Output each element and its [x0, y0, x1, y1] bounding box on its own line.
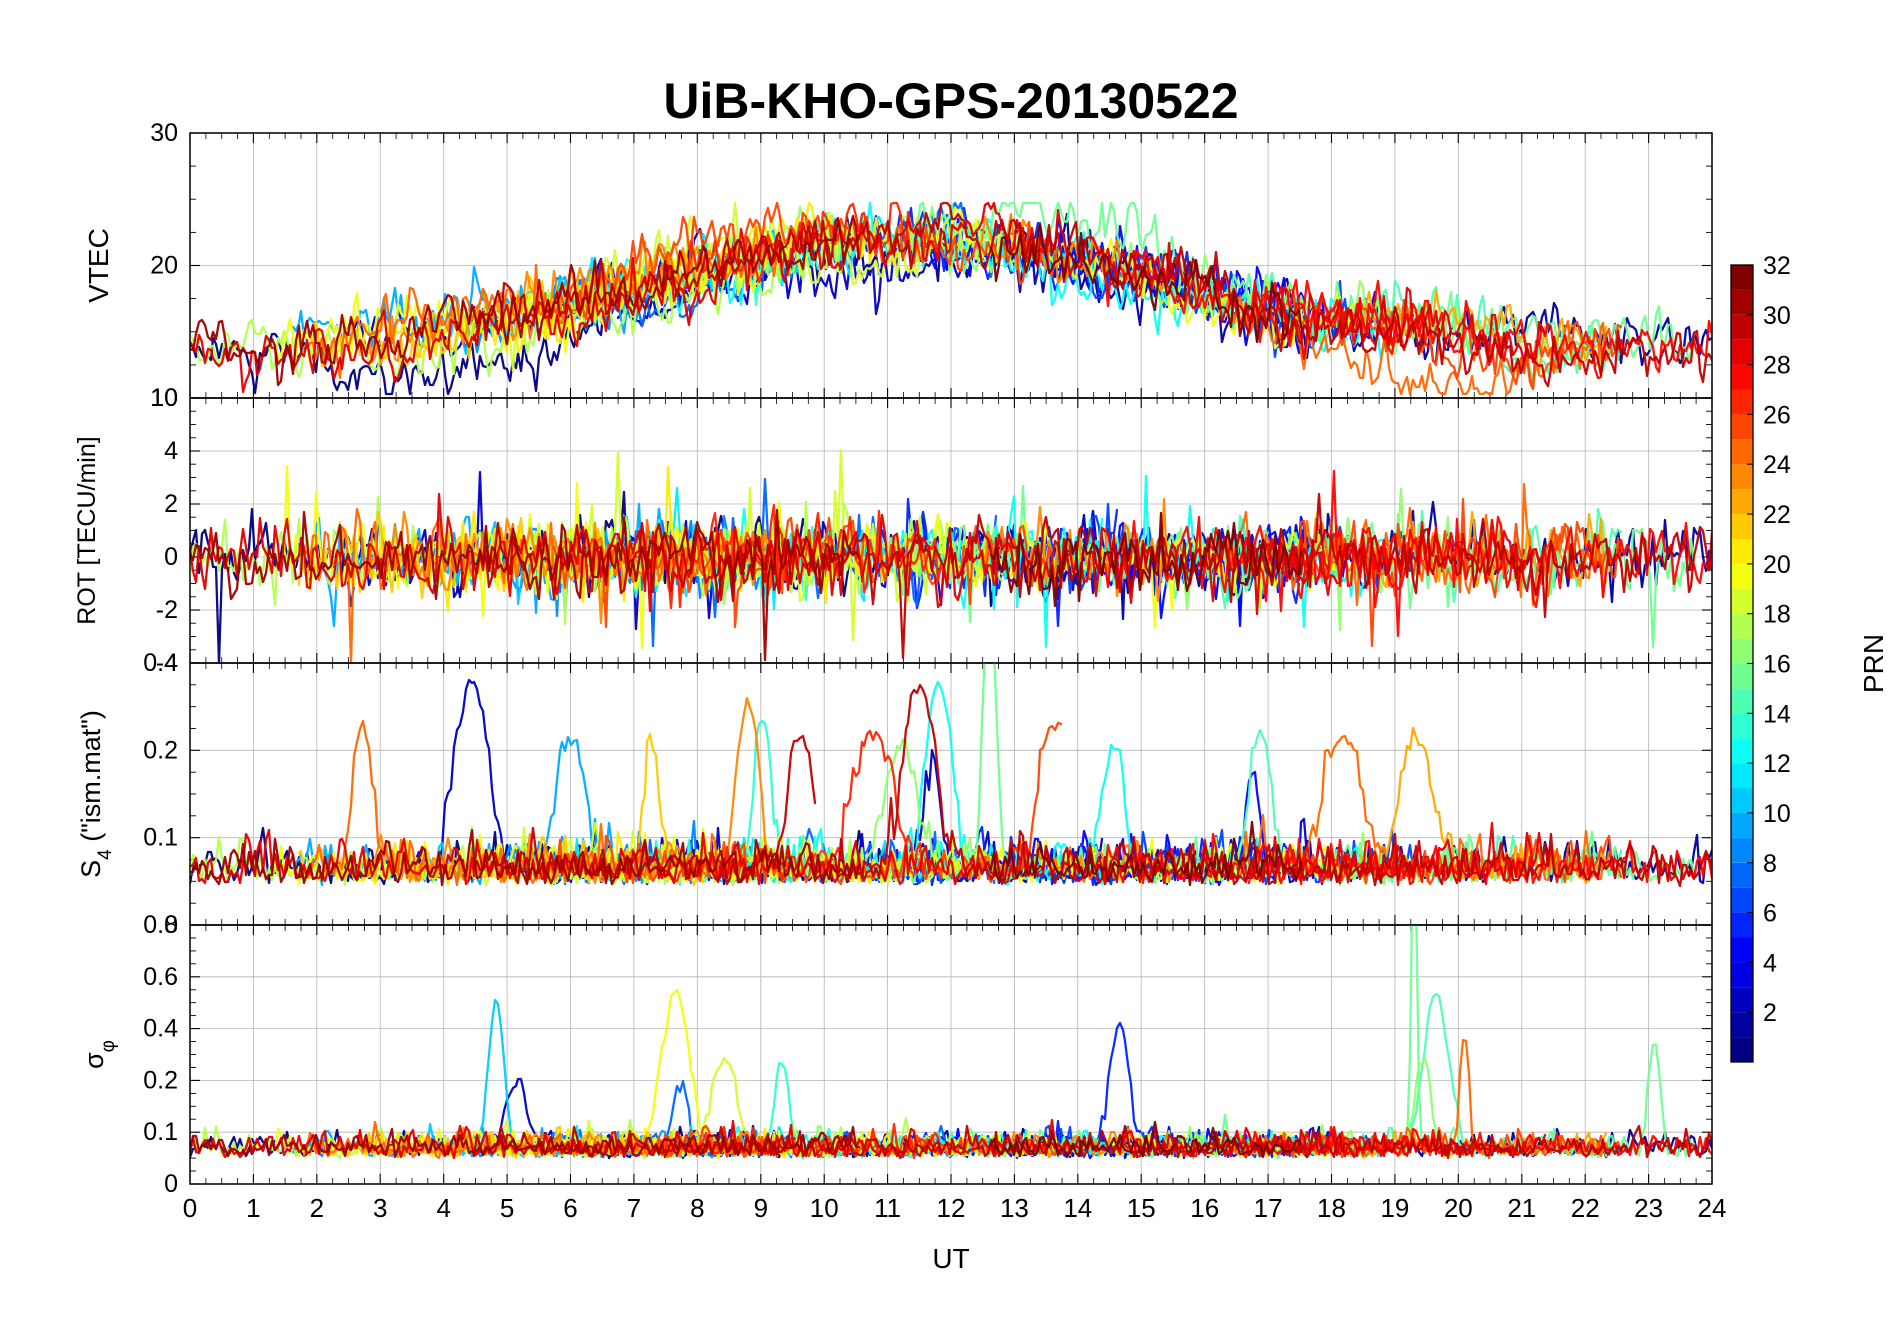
- svg-text:10: 10: [150, 384, 178, 412]
- svg-text:0.2: 0.2: [143, 1066, 178, 1094]
- svg-text:14: 14: [1763, 700, 1791, 728]
- svg-text:30: 30: [150, 119, 178, 147]
- svg-text:8: 8: [1763, 850, 1777, 878]
- svg-text:30: 30: [1763, 302, 1791, 330]
- svg-text:14: 14: [1063, 1193, 1092, 1223]
- svg-text:19: 19: [1380, 1193, 1409, 1223]
- svg-text:16: 16: [1763, 651, 1791, 679]
- svg-text:0.4: 0.4: [143, 1015, 178, 1043]
- svg-text:10: 10: [810, 1193, 839, 1223]
- svg-text:23: 23: [1634, 1193, 1663, 1223]
- svg-text:ROT [TECU/min]: ROT [TECU/min]: [73, 436, 101, 624]
- svg-text:0.8: 0.8: [143, 911, 178, 939]
- svg-text:3: 3: [373, 1193, 387, 1223]
- svg-text:18: 18: [1317, 1193, 1346, 1223]
- svg-text:0: 0: [164, 1170, 178, 1198]
- svg-text:4: 4: [164, 437, 178, 465]
- svg-text:12: 12: [1763, 750, 1791, 778]
- svg-text:26: 26: [1763, 401, 1791, 429]
- svg-text:7: 7: [627, 1193, 641, 1223]
- svg-text:VTEC: VTEC: [83, 228, 114, 303]
- svg-text:0.1: 0.1: [143, 1118, 178, 1146]
- svg-text:17: 17: [1254, 1193, 1283, 1223]
- svg-text:6: 6: [563, 1193, 577, 1223]
- svg-text:11: 11: [874, 1193, 901, 1223]
- svg-text:0.1: 0.1: [143, 824, 178, 852]
- svg-text:20: 20: [1444, 1193, 1473, 1223]
- svg-text:8: 8: [690, 1193, 704, 1223]
- svg-text:32: 32: [1763, 252, 1791, 280]
- svg-text:6: 6: [1763, 900, 1777, 928]
- svg-text:20: 20: [1763, 551, 1791, 579]
- svg-text:UiB-KHO-GPS-20130522: UiB-KHO-GPS-20130522: [663, 73, 1238, 129]
- svg-text:12: 12: [937, 1193, 966, 1223]
- svg-text:22: 22: [1763, 501, 1791, 529]
- svg-text:24: 24: [1763, 451, 1791, 479]
- svg-text:2: 2: [1763, 999, 1777, 1027]
- svg-text:0.4: 0.4: [143, 649, 178, 677]
- svg-text:0: 0: [164, 543, 178, 571]
- svg-text:0: 0: [183, 1193, 197, 1223]
- svg-text:5: 5: [500, 1193, 514, 1223]
- svg-text:4: 4: [1763, 949, 1777, 977]
- svg-text:15: 15: [1127, 1193, 1156, 1223]
- svg-text:4: 4: [436, 1193, 450, 1223]
- svg-text:1: 1: [246, 1193, 260, 1223]
- svg-text:18: 18: [1763, 601, 1791, 629]
- svg-text:24: 24: [1698, 1193, 1727, 1223]
- svg-text:0.6: 0.6: [143, 963, 178, 991]
- svg-text:21: 21: [1507, 1193, 1536, 1223]
- svg-text:16: 16: [1190, 1193, 1219, 1223]
- svg-text:10: 10: [1763, 800, 1791, 828]
- svg-text:-2: -2: [156, 596, 178, 624]
- svg-text:9: 9: [754, 1193, 768, 1223]
- svg-text:2: 2: [164, 490, 178, 518]
- svg-text:UT: UT: [932, 1243, 969, 1274]
- svg-text:2: 2: [310, 1193, 324, 1223]
- svg-text:28: 28: [1763, 352, 1791, 380]
- svg-text:20: 20: [150, 252, 178, 280]
- svg-text:0.2: 0.2: [143, 736, 178, 764]
- svg-text:PRN: PRN: [1858, 634, 1889, 693]
- svg-text:13: 13: [1000, 1193, 1029, 1223]
- svg-text:22: 22: [1571, 1193, 1600, 1223]
